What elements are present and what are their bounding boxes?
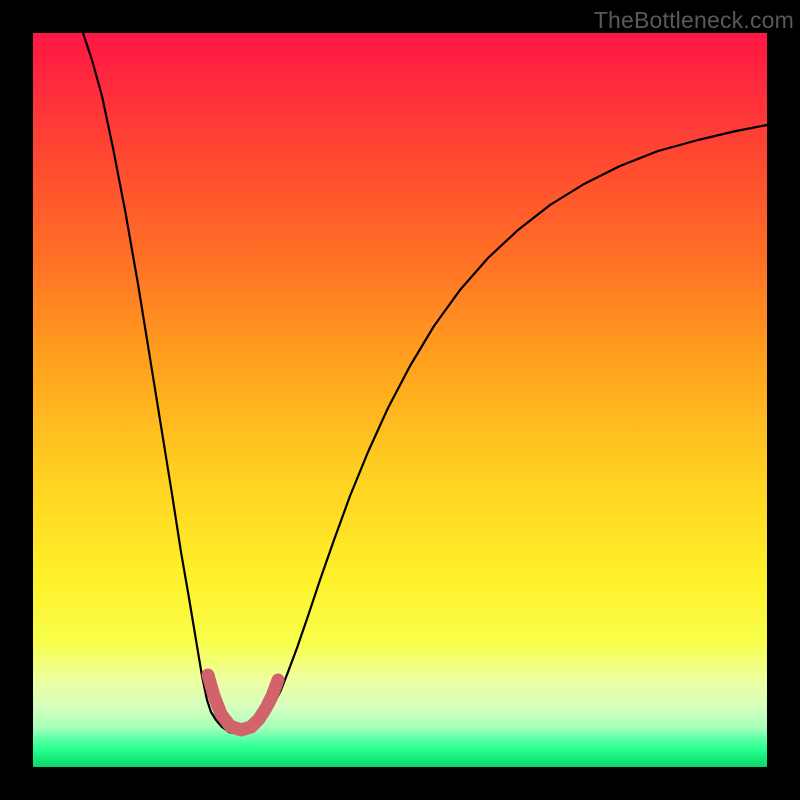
chart-frame: TheBottleneck.com bbox=[0, 0, 800, 800]
bottleneck-curve bbox=[83, 33, 767, 734]
curve-layer bbox=[0, 0, 800, 800]
watermark-text: TheBottleneck.com bbox=[594, 7, 794, 34]
